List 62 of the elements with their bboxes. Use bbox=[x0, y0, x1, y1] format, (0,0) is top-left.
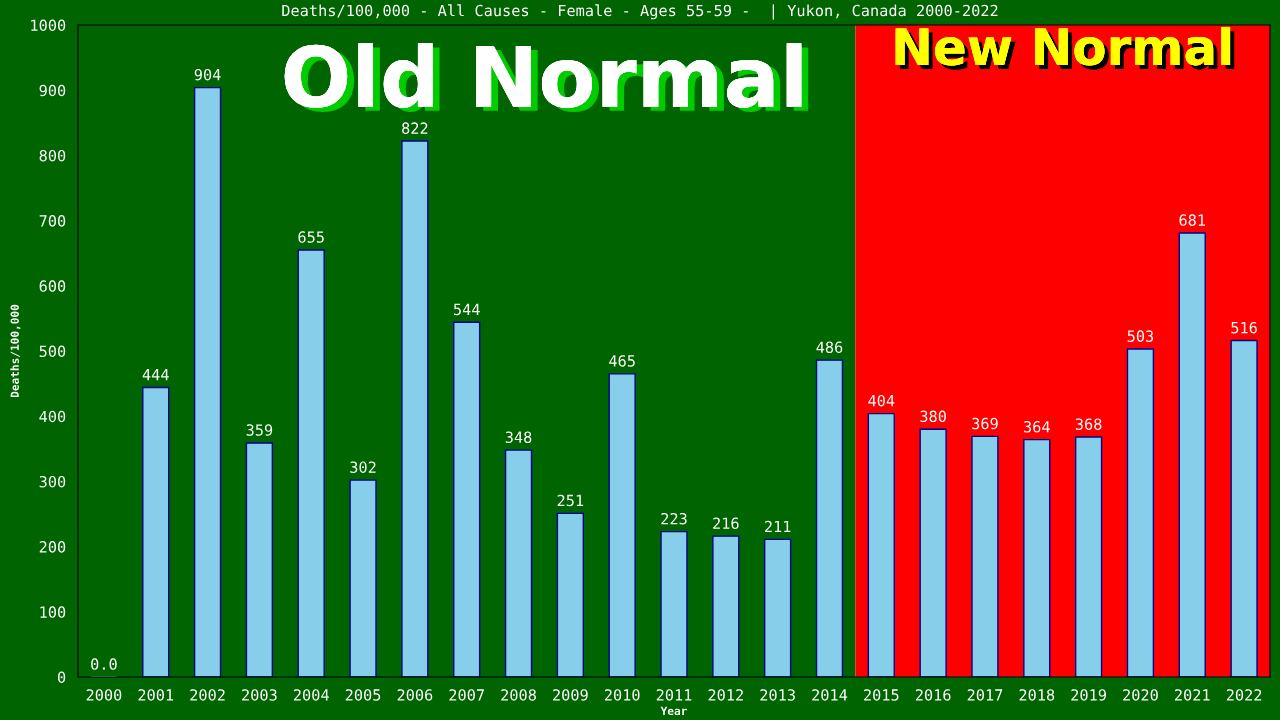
y-tick-label: 800 bbox=[39, 149, 66, 162]
data-label: 348 bbox=[505, 431, 532, 443]
x-tick-label: 2011 bbox=[656, 689, 692, 701]
x-tick-label: 2020 bbox=[1123, 689, 1158, 701]
data-label: 681 bbox=[1179, 214, 1206, 226]
y-tick-label: 900 bbox=[39, 84, 66, 97]
data-label: 486 bbox=[816, 341, 843, 353]
y-tick-label: 200 bbox=[39, 541, 66, 553]
data-label: 368 bbox=[1075, 418, 1102, 430]
x-tick-label: 2009 bbox=[553, 689, 588, 701]
x-tick-label: 2021 bbox=[1175, 689, 1210, 701]
x-tick-label: 2001 bbox=[138, 689, 174, 701]
x-axis-title: Year bbox=[660, 706, 687, 716]
x-tick-label: 2014 bbox=[812, 689, 848, 701]
data-label: 822 bbox=[402, 122, 428, 134]
x-tick-label: 2018 bbox=[1019, 689, 1055, 701]
y-axis-title: Deaths/100,000 bbox=[10, 304, 21, 398]
data-label: 359 bbox=[246, 424, 273, 436]
y-tick-label: 1000 bbox=[31, 19, 66, 32]
x-tick-label: 2004 bbox=[293, 689, 329, 701]
band-label: Old Normal bbox=[284, 43, 809, 113]
y-tick-label: 100 bbox=[40, 606, 66, 618]
data-label: 251 bbox=[557, 494, 584, 507]
x-tick-label: 2003 bbox=[242, 689, 277, 701]
y-tick-label: 0 bbox=[57, 671, 66, 684]
data-label: 404 bbox=[868, 394, 895, 407]
y-tick-label: 400 bbox=[39, 410, 66, 423]
y-tick-label: 600 bbox=[39, 280, 66, 292]
data-label: 216 bbox=[713, 517, 739, 530]
x-tick-label: 2019 bbox=[1071, 689, 1106, 701]
data-label: 0.0 bbox=[91, 658, 117, 670]
y-tick-label: 700 bbox=[39, 215, 66, 227]
data-label: 302 bbox=[350, 461, 376, 473]
data-label: 223 bbox=[661, 512, 687, 525]
x-tick-label: 2008 bbox=[501, 689, 536, 701]
x-tick-label: 2002 bbox=[190, 689, 225, 701]
y-tick-label: 500 bbox=[39, 345, 66, 358]
data-label: 364 bbox=[1024, 420, 1050, 433]
data-label: 465 bbox=[609, 355, 635, 367]
x-tick-label: 2022 bbox=[1226, 689, 1262, 701]
x-tick-label: 2007 bbox=[449, 689, 484, 701]
x-tick-label: 2012 bbox=[708, 689, 743, 701]
data-label: 904 bbox=[194, 68, 221, 81]
chart-title: Deaths/100,000 - All Causes - Female - Ages 55-59 - | Yukon, Canada 2000-2022 bbox=[282, 4, 998, 20]
x-tick-label: 2010 bbox=[604, 689, 640, 701]
data-label: 211 bbox=[764, 520, 791, 533]
data-label: 655 bbox=[298, 231, 324, 243]
data-label: 503 bbox=[1127, 330, 1154, 342]
x-tick-label: 2006 bbox=[397, 689, 433, 701]
x-tick-label: 2013 bbox=[760, 689, 795, 701]
x-tick-label: 2017 bbox=[967, 689, 1003, 701]
data-label: 380 bbox=[920, 410, 946, 423]
y-tick-label: 300 bbox=[39, 475, 66, 488]
data-label: 369 bbox=[972, 417, 998, 430]
x-tick-label: 2015 bbox=[864, 689, 899, 701]
x-tick-label: 2005 bbox=[345, 689, 381, 701]
data-label: 544 bbox=[453, 303, 480, 316]
data-label: 516 bbox=[1231, 321, 1257, 334]
band-label: New Normal bbox=[895, 26, 1235, 70]
x-tick-label: 2000 bbox=[86, 689, 122, 701]
x-tick-label: 2016 bbox=[915, 689, 951, 701]
data-label: 444 bbox=[142, 369, 169, 381]
